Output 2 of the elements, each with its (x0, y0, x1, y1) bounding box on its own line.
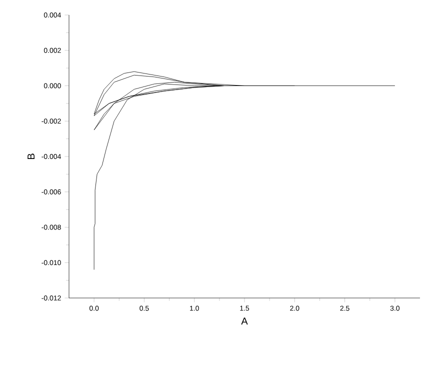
y-axis-title: B (28, 154, 34, 160)
x-axis-title: A (241, 318, 248, 324)
